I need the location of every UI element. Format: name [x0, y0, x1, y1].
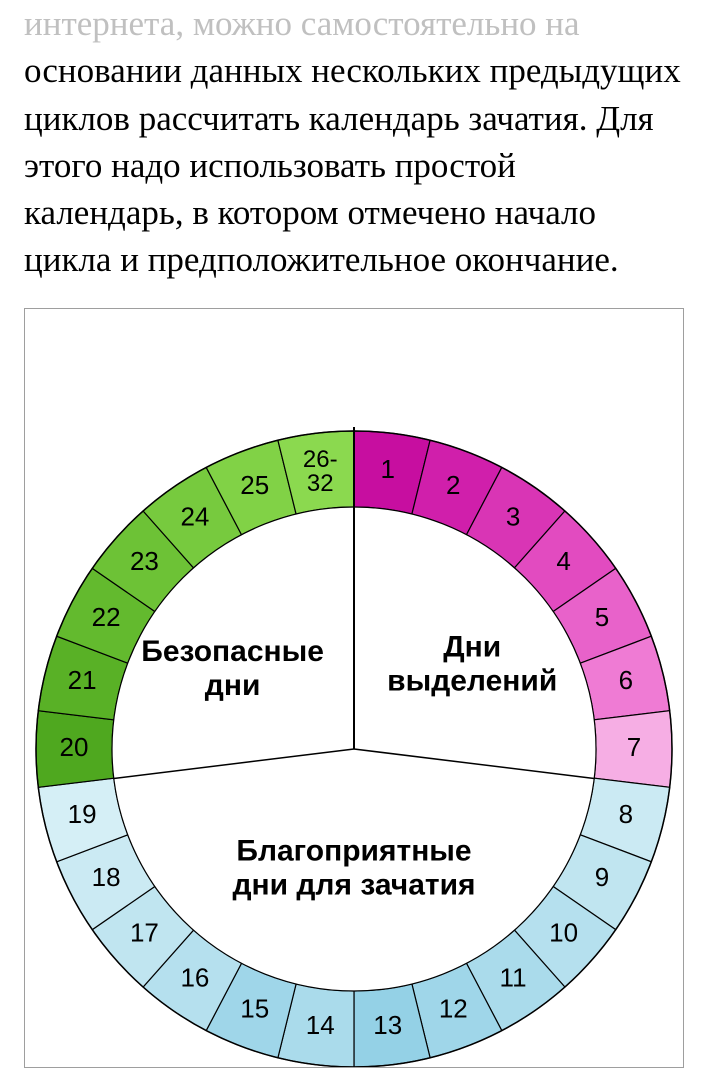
day-label: 11 — [500, 962, 527, 992]
day-label: 21 — [68, 664, 97, 694]
label-fertile-days: Благоприятныедни для зачатия — [232, 834, 475, 901]
day-label: 10 — [549, 917, 578, 947]
day-label: 19 — [68, 798, 97, 828]
day-label: 1 — [381, 453, 395, 483]
day-label: 9 — [595, 861, 609, 891]
chart-frame: 1234567891011121314151617181920212223242… — [24, 308, 684, 1068]
day-label: 18 — [92, 861, 121, 891]
cycle-chart: 1234567891011121314151617181920212223242… — [34, 309, 674, 1068]
day-label: 22 — [92, 601, 121, 631]
day-label: 2 — [446, 470, 460, 500]
day-label: 26-32 — [303, 446, 338, 497]
day-label: 4 — [556, 546, 570, 576]
day-label: 3 — [506, 501, 520, 531]
intro-faded-line: интернета, можно самостоятельно на — [24, 4, 580, 43]
day-label: 12 — [439, 993, 468, 1023]
day-label: 16 — [180, 962, 209, 992]
day-label: 20 — [60, 731, 89, 761]
day-label: 24 — [180, 501, 209, 531]
day-label: 13 — [373, 1009, 402, 1039]
day-label: 14 — [306, 1009, 335, 1039]
intro-rest: основании данных нескольких предыдущих ц… — [24, 51, 681, 279]
day-label: 8 — [619, 798, 633, 828]
day-label: 25 — [240, 470, 269, 500]
day-label: 15 — [240, 993, 269, 1023]
day-label: 5 — [595, 601, 609, 631]
day-label: 23 — [130, 546, 159, 576]
day-label: 7 — [627, 731, 641, 761]
intro-paragraph: интернета, можно самостоятельно на основ… — [0, 0, 708, 302]
day-label: 17 — [130, 917, 159, 947]
day-label: 6 — [619, 664, 633, 694]
